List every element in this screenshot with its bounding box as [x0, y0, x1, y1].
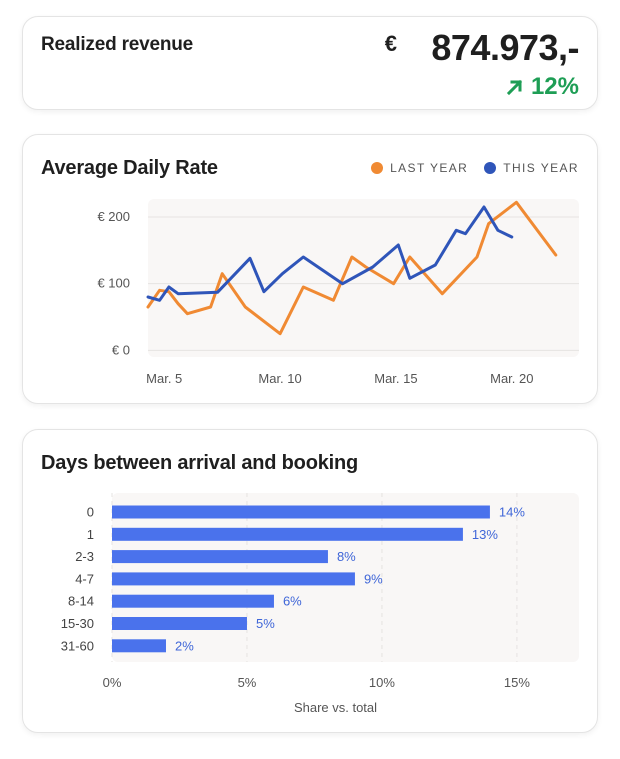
chart-title: Days between arrival and booking — [41, 452, 359, 474]
bar-value-label: 2% — [175, 638, 194, 653]
x-tick-label: 0% — [103, 675, 122, 690]
legend-label-this-year: THIS YEAR — [503, 161, 579, 175]
chart-title: Average Daily Rate — [41, 157, 218, 179]
x-tick-label: 10% — [369, 675, 395, 690]
bar — [112, 594, 274, 608]
bar-value-label: 5% — [256, 616, 275, 631]
bar-value-label: 8% — [337, 549, 356, 564]
revenue-change-value: 12% — [530, 73, 579, 100]
days-bar-chart: 0% 5% 10% 15% 0 14% 1 13% 2-3 8% 4-7 9% 8-14 6% 15-30 5… — [61, 493, 579, 715]
category-label: 0 — [87, 505, 94, 520]
realized-revenue-card: Realized revenue € 874.973,- 12% — [22, 16, 598, 110]
y-tick-label: € 200 — [97, 209, 130, 224]
x-tick-label: Mar. 20 — [490, 371, 533, 386]
bar-value-label: 6% — [283, 594, 302, 609]
revenue-change: 12% — [505, 73, 579, 101]
bar — [112, 527, 463, 541]
x-axis-title: Share vs. total — [294, 700, 377, 715]
legend-swatch-this-year — [484, 162, 497, 174]
x-tick-label: Mar. 10 — [258, 371, 301, 386]
x-tick-label: 5% — [238, 675, 257, 690]
category-label: 8-14 — [68, 594, 94, 609]
bar-value-label: 14% — [499, 505, 525, 520]
category-label: 31-60 — [61, 638, 94, 653]
average-daily-rate-card: Average Daily Rate LAST YEAR THIS YEAR €… — [22, 134, 598, 404]
category-label: 15-30 — [61, 616, 94, 631]
chart-legend: LAST YEAR THIS YEAR — [371, 161, 579, 175]
bar — [112, 617, 247, 630]
series-line-last-year — [146, 200, 558, 336]
plot-area — [148, 199, 579, 357]
legend-item-this-year: THIS YEAR — [484, 161, 579, 175]
revenue-currency-symbol: € — [384, 31, 397, 56]
bar-value-label: 9% — [364, 571, 383, 586]
category-label: 4-7 — [75, 571, 94, 586]
x-tick-label: Mar. 15 — [374, 371, 417, 386]
y-tick-label: € 100 — [97, 276, 130, 291]
adr-line-chart: € 0 € 100 € 200 Mar. 5 Mar. 10 Mar. 15 Mar. 20 — [97, 199, 579, 386]
legend-item-last-year: LAST YEAR — [371, 161, 468, 175]
arrow-up-right-icon — [505, 77, 525, 97]
x-tick-label: 15% — [504, 675, 530, 690]
revenue-value: 874.973,- — [431, 27, 579, 68]
category-label: 1 — [87, 527, 94, 542]
x-tick-label: Mar. 5 — [146, 371, 182, 386]
category-label: 2-3 — [75, 549, 94, 564]
days-between-arrival-booking-card: Days between arrival and booking 0% 5% 10%… — [22, 429, 598, 733]
y-tick-label: € 0 — [112, 342, 130, 357]
bar — [112, 550, 328, 564]
revenue-title: Realized revenue — [41, 34, 194, 55]
bar-value-label: 13% — [472, 527, 498, 542]
series-line-this-year — [146, 205, 514, 302]
bar — [112, 639, 166, 653]
bar — [112, 572, 355, 586]
legend-label-last-year: LAST YEAR — [390, 161, 469, 175]
legend-swatch-last-year — [371, 162, 384, 174]
bar — [112, 505, 490, 519]
